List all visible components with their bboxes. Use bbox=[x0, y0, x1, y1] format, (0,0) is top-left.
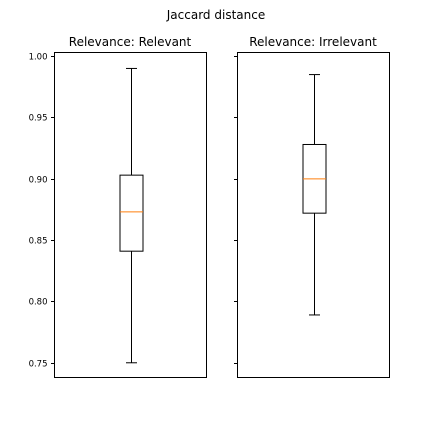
y-tick-label: 0.95 bbox=[29, 114, 48, 124]
y-tick-label: 0.85 bbox=[29, 237, 48, 247]
panel-title: Relevance: Relevant bbox=[69, 35, 192, 49]
y-axis: 0.75 0.80 0.85 0.90 0.95 1.00 bbox=[29, 53, 55, 370]
figure-title: Jaccard distance bbox=[166, 8, 265, 22]
panel-irrelevant: Relevance: Irrelevant bbox=[234, 35, 390, 378]
y-tick-label: 0.90 bbox=[29, 176, 48, 186]
axes-frame bbox=[237, 52, 390, 378]
panel-relevant: Relevance: Relevant 0.75 0.80 0.85 0.90 0.95… bbox=[29, 35, 207, 378]
y-axis bbox=[234, 56, 238, 364]
iqr-box bbox=[119, 174, 144, 252]
y-tick-label: 0.80 bbox=[29, 298, 48, 308]
boxplot bbox=[119, 67, 144, 364]
y-tick-label: 1.00 bbox=[29, 53, 48, 63]
boxplot bbox=[302, 74, 327, 316]
axes-frame bbox=[54, 52, 207, 378]
panel-title: Relevance: Irrelevant bbox=[249, 35, 377, 49]
y-tick-label: 0.75 bbox=[29, 360, 48, 370]
